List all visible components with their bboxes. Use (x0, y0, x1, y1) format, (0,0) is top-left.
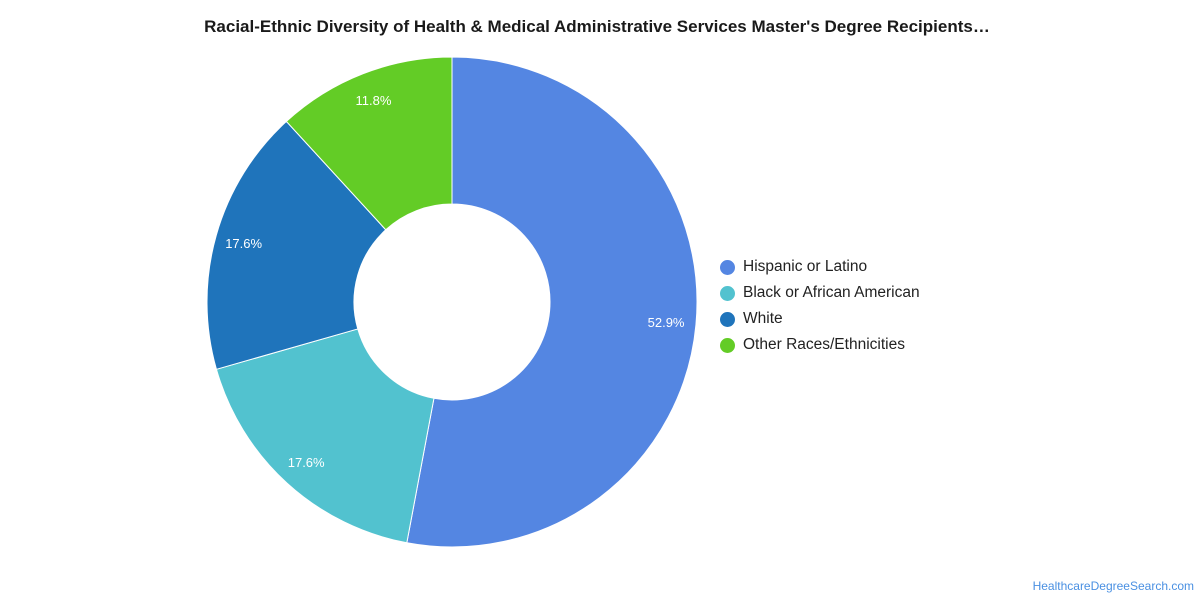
legend-label-hispanic: Hispanic or Latino (743, 258, 868, 275)
legend-swatch-black (720, 285, 735, 301)
legend-label-black: Black or African American (743, 284, 920, 301)
slice-hispanic[interactable] (406, 56, 698, 548)
legend-item-hispanic[interactable]: Hispanic or Latino (720, 254, 920, 280)
chart-legend: Hispanic or Latino Black or African Amer… (720, 254, 920, 358)
legend-swatch-hispanic (720, 259, 735, 275)
legend-swatch-white (720, 311, 735, 327)
slice-labels: 52.9% 17.6% 17.6% 11.8% (225, 93, 685, 470)
slice-label-other: 11.8% (356, 93, 392, 108)
legend-label-other: Other Races/Ethnicities (743, 336, 905, 353)
slice-label-white: 17.6% (225, 236, 262, 251)
slice-label-hispanic: 52.9% (648, 315, 685, 330)
legend-label-white: White (743, 310, 783, 327)
donut-slices (206, 56, 698, 548)
legend-swatch-other (720, 337, 735, 353)
legend-item-black[interactable]: Black or African American (720, 280, 920, 306)
chart-title: Racial-Ethnic Diversity of Health & Medi… (204, 17, 990, 36)
source-credit-link[interactable]: HealthcareDegreeSearch.com (1032, 579, 1194, 593)
slice-label-black: 17.6% (288, 455, 325, 470)
legend-item-other[interactable]: Other Races/Ethnicities (720, 332, 920, 358)
slice-white[interactable] (206, 120, 387, 370)
slice-other[interactable] (285, 56, 453, 231)
legend-item-white[interactable]: White (720, 306, 920, 332)
slice-black[interactable] (215, 328, 435, 544)
